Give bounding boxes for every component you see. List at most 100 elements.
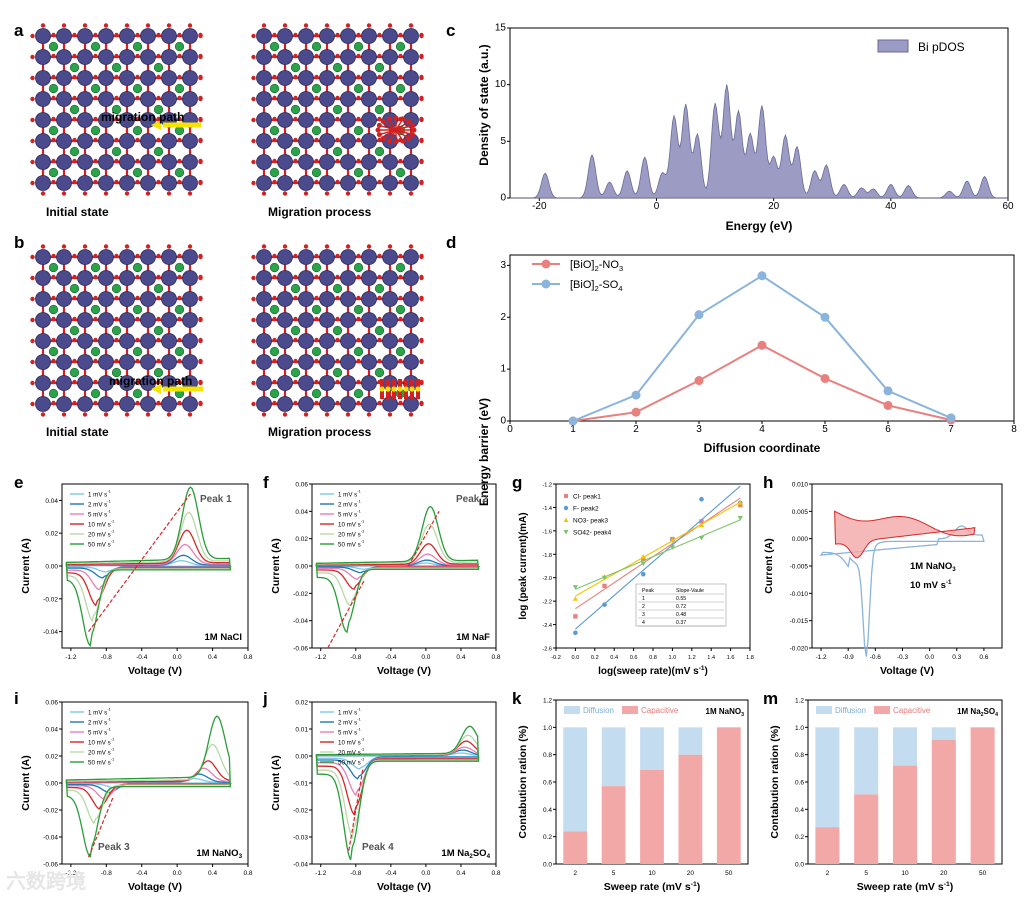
o-atom	[177, 274, 182, 280]
legend-label: NO3- peak3	[573, 518, 608, 525]
ion	[290, 62, 301, 73]
o-atom	[272, 295, 277, 301]
o-atom	[398, 358, 403, 364]
o-atom	[135, 137, 140, 143]
bi-atom	[161, 396, 177, 412]
o-atom	[377, 316, 382, 322]
bi-atom	[98, 70, 114, 86]
o-atom	[135, 32, 140, 38]
y-tick-label: 0.6	[795, 780, 804, 787]
o-atom	[345, 244, 351, 249]
legend-label: Diffusion	[583, 706, 614, 715]
o-atom	[156, 32, 161, 38]
ion	[153, 104, 164, 115]
o-atom	[93, 379, 98, 385]
o-atom	[135, 53, 140, 59]
y-tick-label: 0.010	[792, 482, 809, 489]
o-atom	[293, 74, 298, 80]
bar-diffusion	[854, 727, 879, 795]
o-atom	[72, 32, 77, 38]
bi-atom	[319, 91, 335, 107]
bar-diffusion	[678, 727, 703, 755]
y-axis-title: Current (A)	[270, 755, 282, 810]
o-atom	[93, 274, 98, 280]
o-atom	[272, 53, 277, 59]
bi-atom	[119, 133, 135, 149]
y-tick-label: 0.005	[792, 509, 809, 516]
y-tick-label: 0.04	[295, 509, 308, 516]
ion	[48, 262, 59, 273]
panel-label-m: m	[763, 689, 778, 708]
x-tick-label: 7	[948, 424, 954, 435]
o-atom	[293, 95, 298, 101]
bi-atom	[182, 175, 198, 191]
ion	[374, 62, 385, 73]
panel-label-f: f	[263, 473, 269, 492]
ion	[332, 283, 343, 294]
bi-atom	[161, 270, 177, 286]
o-atom	[51, 179, 56, 185]
bi-atom	[382, 270, 398, 286]
bi-atom	[35, 133, 51, 149]
bi-atom	[161, 154, 177, 170]
o-atom	[314, 379, 319, 385]
ion	[395, 346, 406, 357]
legend-marker	[563, 505, 569, 511]
bi-atom	[256, 112, 272, 128]
bi-atom	[277, 291, 293, 307]
o-atom	[93, 95, 98, 101]
legend-label: 20 mV s-1	[88, 529, 115, 539]
x-tick-label: -0.4	[385, 654, 397, 661]
panel-label-i: i	[14, 689, 19, 708]
bi-atom	[98, 154, 114, 170]
bi-atom	[361, 249, 377, 265]
x-tick-label: 0.4	[208, 870, 217, 877]
o-atom	[30, 380, 35, 386]
y-tick-label: 0.02	[295, 700, 308, 707]
o-atom	[251, 359, 256, 365]
ion	[90, 125, 101, 136]
bi-atom	[298, 291, 314, 307]
panel-label-e: e	[14, 473, 23, 492]
cluster-bond	[379, 124, 397, 131]
o-atom	[282, 412, 288, 417]
y-tick-label: -2.6	[542, 647, 552, 653]
chart-m-bars-na2so4: 0.0 0.2 0.4 0.6 0.8 1.0 1.2 2 5 10 20 50 Diffusion Ca…	[769, 698, 1003, 893]
y-tick-label: 0.00	[295, 564, 308, 571]
o-atom	[345, 191, 351, 196]
o-atom	[335, 95, 340, 101]
bi-atom	[98, 133, 114, 149]
o-atom	[261, 191, 267, 196]
bi-atom	[119, 28, 135, 44]
o-atom	[187, 412, 193, 417]
legend-label: 10 mV s-1	[88, 519, 115, 529]
electrolyte-label: 1M NaNO3	[910, 561, 956, 573]
peak-annotation: Peak 1	[200, 494, 232, 505]
o-atom	[72, 53, 77, 59]
ion	[395, 262, 406, 273]
legend-swatch	[564, 706, 580, 714]
x-tick-label: 5	[822, 424, 828, 435]
o-atom	[366, 412, 372, 417]
bi-atom	[382, 28, 398, 44]
fit-line	[575, 519, 741, 590]
y-axis-title: Contabution ration (%)	[769, 725, 781, 838]
o-atom	[335, 274, 340, 280]
legend-swatch	[622, 706, 638, 714]
y-axis-title: Density of state (a.u.)	[477, 44, 491, 165]
bi-atom	[298, 375, 314, 391]
ion	[269, 125, 280, 136]
o-atom	[293, 32, 298, 38]
o-atom	[398, 400, 403, 406]
x-tick-label: 0.8	[491, 654, 500, 661]
bi-atom	[277, 154, 293, 170]
o-atom	[293, 158, 298, 164]
data-point	[757, 340, 767, 350]
y-tick-label: -0.02	[43, 596, 58, 603]
o-atom	[177, 74, 182, 80]
x-axis-title: log(sweep rate)(mV s-1)	[598, 665, 708, 677]
bi-atom	[340, 154, 356, 170]
bar-capacitive	[970, 727, 995, 864]
o-atom	[314, 358, 319, 364]
o-atom	[419, 54, 424, 60]
